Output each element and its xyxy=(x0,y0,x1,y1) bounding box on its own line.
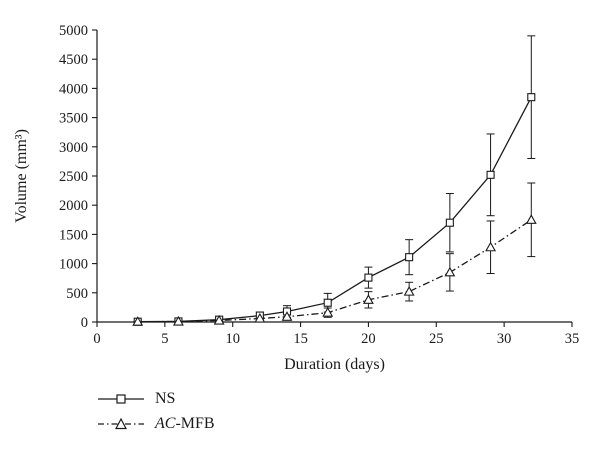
svg-text:1000: 1000 xyxy=(59,257,88,273)
ns-solid-line-square-marker-icon xyxy=(98,394,144,404)
svg-text:20: 20 xyxy=(361,331,376,347)
svg-text:Duration (days): Duration (days) xyxy=(284,356,385,373)
svg-text:30: 30 xyxy=(497,331,512,347)
svg-text:4500: 4500 xyxy=(59,52,88,68)
legend-item-ac-mfb: AC-MFB xyxy=(97,415,215,433)
svg-text:35: 35 xyxy=(565,331,580,347)
legend-label-ac-mfb: AC-MFB xyxy=(155,415,215,432)
chart-legend: NS AC-MFB xyxy=(97,390,215,433)
svg-text:5000: 5000 xyxy=(59,23,88,39)
svg-text:2000: 2000 xyxy=(59,198,88,214)
svg-text:10: 10 xyxy=(225,331,240,347)
svg-text:2500: 2500 xyxy=(59,169,88,185)
legend-label-ns: NS xyxy=(155,390,176,407)
line-chart: 0 5 10 15 20 25 30 35 0 500 1000 1500 2000 2500 3000 35… xyxy=(13,23,580,373)
svg-text:3000: 3000 xyxy=(59,140,88,156)
svg-text:25: 25 xyxy=(429,331,444,347)
svg-text:0: 0 xyxy=(81,315,88,331)
svg-text:500: 500 xyxy=(66,286,88,302)
ac-mfb-dashdot-line-triangle-marker-icon xyxy=(98,417,144,430)
legend-item-ns: NS xyxy=(97,390,215,408)
svg-text:1500: 1500 xyxy=(59,227,88,243)
svg-text:15: 15 xyxy=(293,331,308,347)
svg-text:3500: 3500 xyxy=(59,111,88,127)
svg-text:4000: 4000 xyxy=(59,81,88,97)
svg-text:Volume (mm³): Volume (mm³) xyxy=(13,129,30,223)
svg-text:0: 0 xyxy=(93,331,100,347)
svg-text:5: 5 xyxy=(161,331,168,347)
